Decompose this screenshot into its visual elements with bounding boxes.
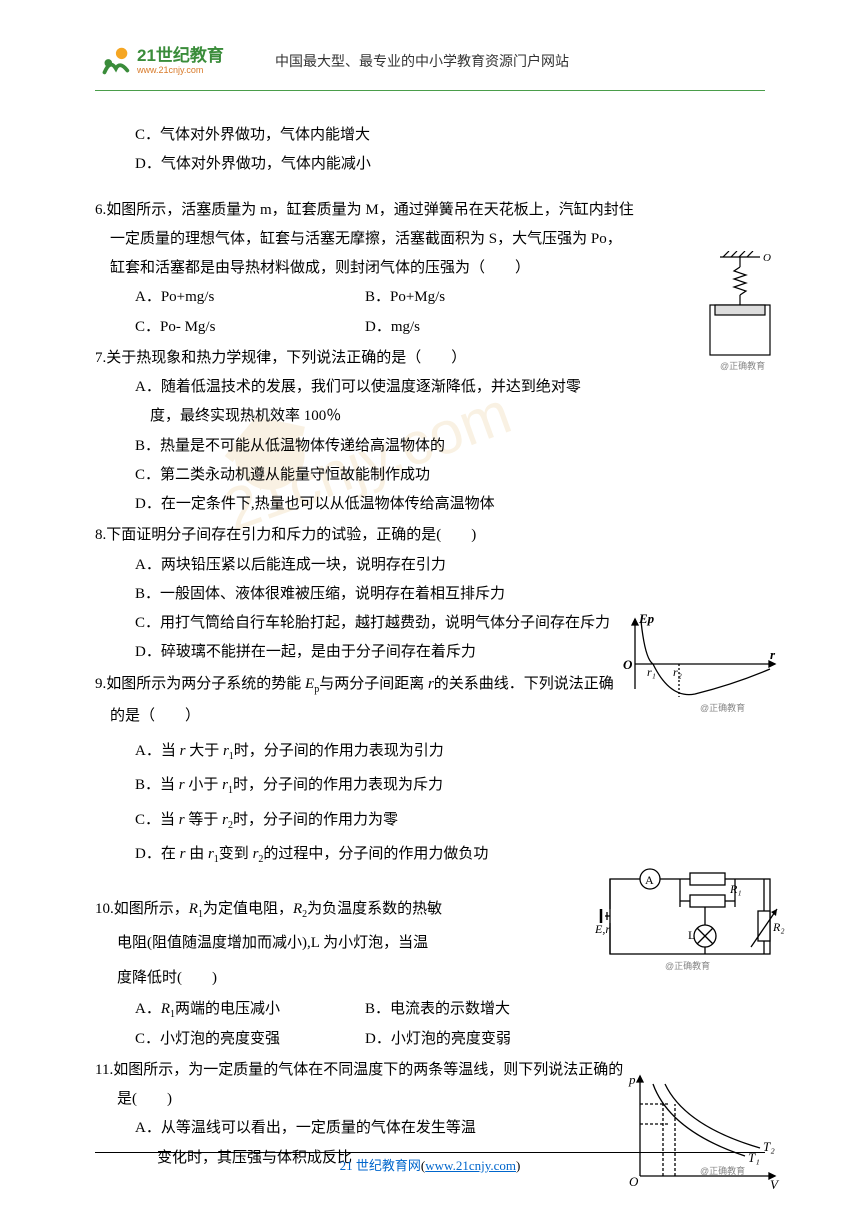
page-header: 21世纪教育 www.21cnjy.com 中国最大型、最专业的中小学教育资源门… (95, 40, 765, 91)
q7-d: D．在一定条件下,热量也可以从低温物体传给高温物体 (95, 490, 765, 519)
q10-c: C．小灯泡的亮度变强 (135, 1025, 365, 1054)
logo-text-cn: 21世纪教育 (137, 47, 224, 64)
figure-ep-graph: Ep O r₁ r₂ r @正确教育 (615, 609, 785, 729)
svg-text:Ep: Ep (638, 611, 655, 626)
q10-opts-ab: A．R1两端的电压减小 B．电流表的示数增大 (95, 995, 765, 1025)
q6-a: A．Po+mg/s (135, 283, 365, 312)
svg-text:p: p (628, 1072, 636, 1087)
q6-c: C．Po- Mg/s (135, 313, 365, 342)
footer-link[interactable]: www.21cnjy.com (425, 1158, 516, 1173)
q7-c: C．第二类永动机遵从能量守恒故能制作成功 (95, 461, 765, 490)
svg-text:r₁: r₁ (647, 665, 656, 679)
svg-text:R₂: R₂ (772, 920, 785, 934)
site-logo: 21世纪教育 www.21cnjy.com (95, 40, 255, 82)
page-footer: 21 世纪教育网(www.21cnjy.com) (95, 1152, 765, 1174)
logo-icon (95, 42, 133, 80)
logo-text-url: www.21cnjy.com (137, 66, 224, 75)
figure-circuit: A R₁ L R₂ E,r @正确教育 (595, 861, 785, 981)
svg-text:E,r: E,r (595, 922, 610, 936)
svg-text:L: L (688, 928, 695, 942)
q9-b: B．当 r 小于 r1时，分子间的作用力表现为斥力 (95, 768, 765, 803)
q6-d: D．mg/s (365, 313, 420, 342)
header-tagline: 中国最大型、最专业的中小学教育资源门户网站 (275, 51, 569, 71)
q6-stem-1: 6.如图所示，活塞质量为 m，缸套质量为 M，通过弹簧吊在天花板上，汽缸内封住 (95, 196, 765, 225)
q6-stem-2: 一定质量的理想气体，缸套与活塞无摩擦，活塞截面积为 S，大气压强为 Po， (95, 225, 765, 254)
svg-text:@正确教育: @正确教育 (700, 702, 745, 713)
svg-text:A: A (645, 873, 654, 887)
figure-pv-graph: p V O T₁ T₂ @正确教育 (615, 1066, 785, 1196)
svg-text:O: O (763, 252, 771, 264)
footer-prefix: 21 世纪教育网 (340, 1158, 421, 1173)
svg-text:@正确教育: @正确教育 (720, 360, 765, 371)
q7-b: B．热量是不可能从低温物体传递给高温物体的 (95, 432, 765, 461)
q10-a: A．R1两端的电压减小 (135, 995, 365, 1025)
q9-a: A．当 r 大于 r1时，分子间的作用力表现为引力 (95, 734, 765, 769)
svg-text:R₁: R₁ (729, 882, 742, 896)
svg-text:r: r (770, 647, 776, 662)
frag-option-d: D．气体对外界做功，气体内能减小 (95, 150, 765, 179)
figure-cylinder: O @正确教育 (665, 251, 775, 381)
svg-text:r₂: r₂ (673, 665, 682, 679)
q8-stem: 8.下面证明分子间存在引力和斥力的试验，正确的是( ) (95, 521, 765, 550)
frag-option-c: C．气体对外界做功，气体内能增大 (95, 121, 765, 150)
svg-text:O: O (629, 1174, 639, 1189)
svg-text:V: V (770, 1177, 780, 1192)
q10-d: D．小灯泡的亮度变弱 (365, 1025, 511, 1054)
q7-a2: 度，最终实现热机效率 100％ (95, 402, 765, 431)
content-area: O @正确教育 Ep O r₁ r₂ r @正确教育 A (95, 121, 765, 1173)
q9-c: C．当 r 等于 r2时，分子间的作用力为零 (95, 803, 765, 838)
q10-opts-cd: C．小灯泡的亮度变强 D．小灯泡的亮度变弱 (95, 1025, 765, 1054)
svg-text:O: O (623, 657, 633, 672)
q10-b: B．电流表的示数增大 (365, 995, 510, 1025)
q8-b: B．一般固体、液体很难被压缩，说明存在着相互排斥力 (95, 580, 765, 609)
q6-b: B．Po+Mg/s (365, 283, 445, 312)
q8-a: A．两块铅压紧以后能连成一块，说明存在引力 (95, 551, 765, 580)
svg-text:@正确教育: @正确教育 (665, 960, 710, 971)
